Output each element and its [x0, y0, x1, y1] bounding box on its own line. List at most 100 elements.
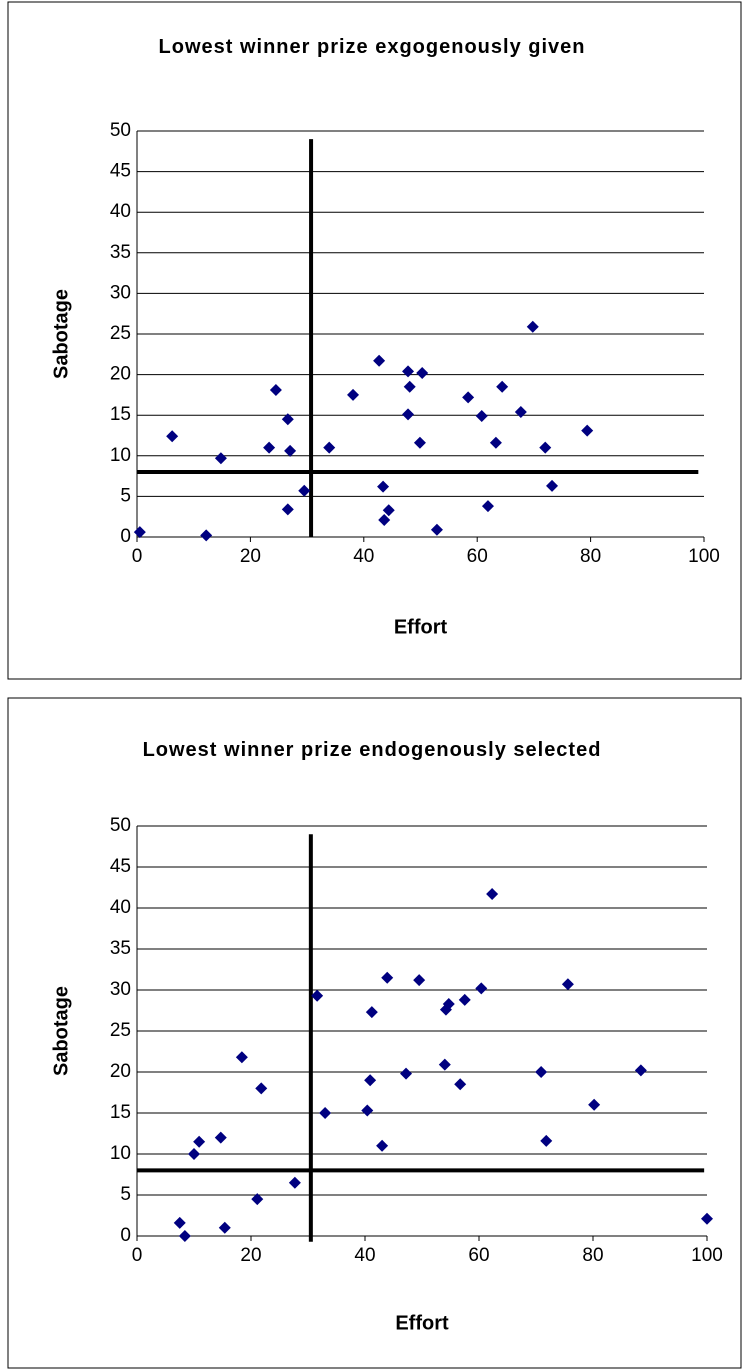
marker [438, 1058, 451, 1071]
x-tick-label: 20 [240, 1245, 261, 1266]
x-axis-label: Effort [394, 616, 448, 638]
x-tick-label: 100 [688, 546, 720, 567]
y-tick-label: 15 [110, 1102, 131, 1123]
marker [489, 436, 502, 449]
marker [486, 888, 499, 901]
marker [364, 1074, 377, 1087]
marker [361, 1104, 374, 1117]
marker [496, 380, 509, 393]
marker [454, 1078, 467, 1091]
y-tick-label: 40 [110, 897, 131, 918]
marker [413, 974, 426, 987]
marker [377, 480, 390, 493]
y-tick-label: 40 [110, 201, 131, 222]
marker [413, 436, 426, 449]
y-tick-label: 50 [110, 815, 131, 836]
x-tick-label: 20 [240, 546, 261, 567]
y-axis-label: Sabotage [50, 289, 72, 379]
marker [546, 479, 559, 492]
marker [540, 1134, 553, 1147]
marker [373, 354, 386, 367]
marker [269, 384, 282, 397]
marker [561, 978, 574, 991]
y-tick-label: 5 [120, 1184, 131, 1205]
x-tick-label: 60 [468, 1245, 489, 1266]
marker [166, 430, 179, 443]
y-tick-label: 25 [110, 1020, 131, 1041]
marker [251, 1193, 264, 1206]
marker [400, 1067, 413, 1080]
y-tick-label: 10 [110, 445, 131, 466]
marker [281, 413, 294, 426]
marker [535, 1066, 548, 1078]
marker [416, 366, 429, 379]
marker [481, 500, 494, 513]
marker [382, 504, 395, 517]
marker [634, 1064, 647, 1077]
x-tick-label: 0 [132, 546, 143, 567]
marker [539, 441, 552, 454]
y-tick-label: 25 [110, 323, 131, 344]
marker [193, 1135, 206, 1148]
x-tick-label: 60 [467, 546, 488, 567]
marker [214, 1131, 227, 1144]
marker [173, 1216, 186, 1229]
marker [381, 971, 394, 984]
marker [133, 526, 146, 539]
marker [218, 1221, 231, 1234]
marker [311, 989, 324, 1002]
y-tick-label: 45 [110, 161, 131, 182]
marker [514, 405, 527, 418]
x-tick-label: 40 [353, 546, 374, 567]
x-tick-label: 0 [132, 1245, 143, 1266]
marker [475, 410, 488, 423]
y-tick-label: 20 [110, 1061, 131, 1082]
marker [255, 1082, 268, 1095]
x-tick-label: 100 [691, 1245, 723, 1266]
y-tick-label: 35 [110, 938, 131, 959]
y-tick-label: 15 [110, 404, 131, 425]
panel-frame [7, 697, 742, 1369]
y-tick-label: 5 [120, 485, 131, 506]
marker [442, 997, 455, 1010]
marker [365, 1006, 378, 1019]
marker [402, 365, 415, 378]
y-tick-label: 20 [110, 364, 131, 385]
x-axis-label: Effort [395, 1312, 449, 1334]
y-tick-label: 35 [110, 242, 131, 263]
marker [319, 1107, 332, 1119]
marker [347, 388, 360, 401]
chart-title: Lowest winner prize endogenously selecte… [142, 739, 602, 761]
marker [323, 441, 336, 454]
marker [526, 320, 539, 333]
panel-frame [7, 1, 742, 680]
y-tick-label: 30 [110, 282, 131, 303]
marker [581, 424, 594, 437]
marker [403, 380, 416, 393]
y-tick-label: 0 [120, 1225, 131, 1246]
x-tick-label: 80 [580, 546, 601, 567]
y-tick-label: 45 [110, 856, 131, 877]
y-tick-label: 0 [120, 526, 131, 547]
marker [200, 529, 213, 542]
marker [178, 1230, 191, 1242]
marker [235, 1051, 248, 1064]
marker [462, 391, 475, 404]
marker [458, 993, 471, 1006]
marker [588, 1098, 601, 1111]
y-axis-label: Sabotage [50, 986, 72, 1076]
marker [402, 408, 415, 421]
marker [263, 441, 276, 454]
y-tick-label: 50 [110, 120, 131, 141]
marker [475, 982, 488, 995]
marker [288, 1176, 301, 1189]
marker [701, 1212, 713, 1225]
x-tick-label: 40 [354, 1245, 375, 1266]
y-tick-label: 30 [110, 979, 131, 1000]
marker [378, 513, 391, 526]
marker [214, 452, 227, 465]
marker [281, 503, 294, 516]
x-tick-label: 80 [582, 1245, 603, 1266]
